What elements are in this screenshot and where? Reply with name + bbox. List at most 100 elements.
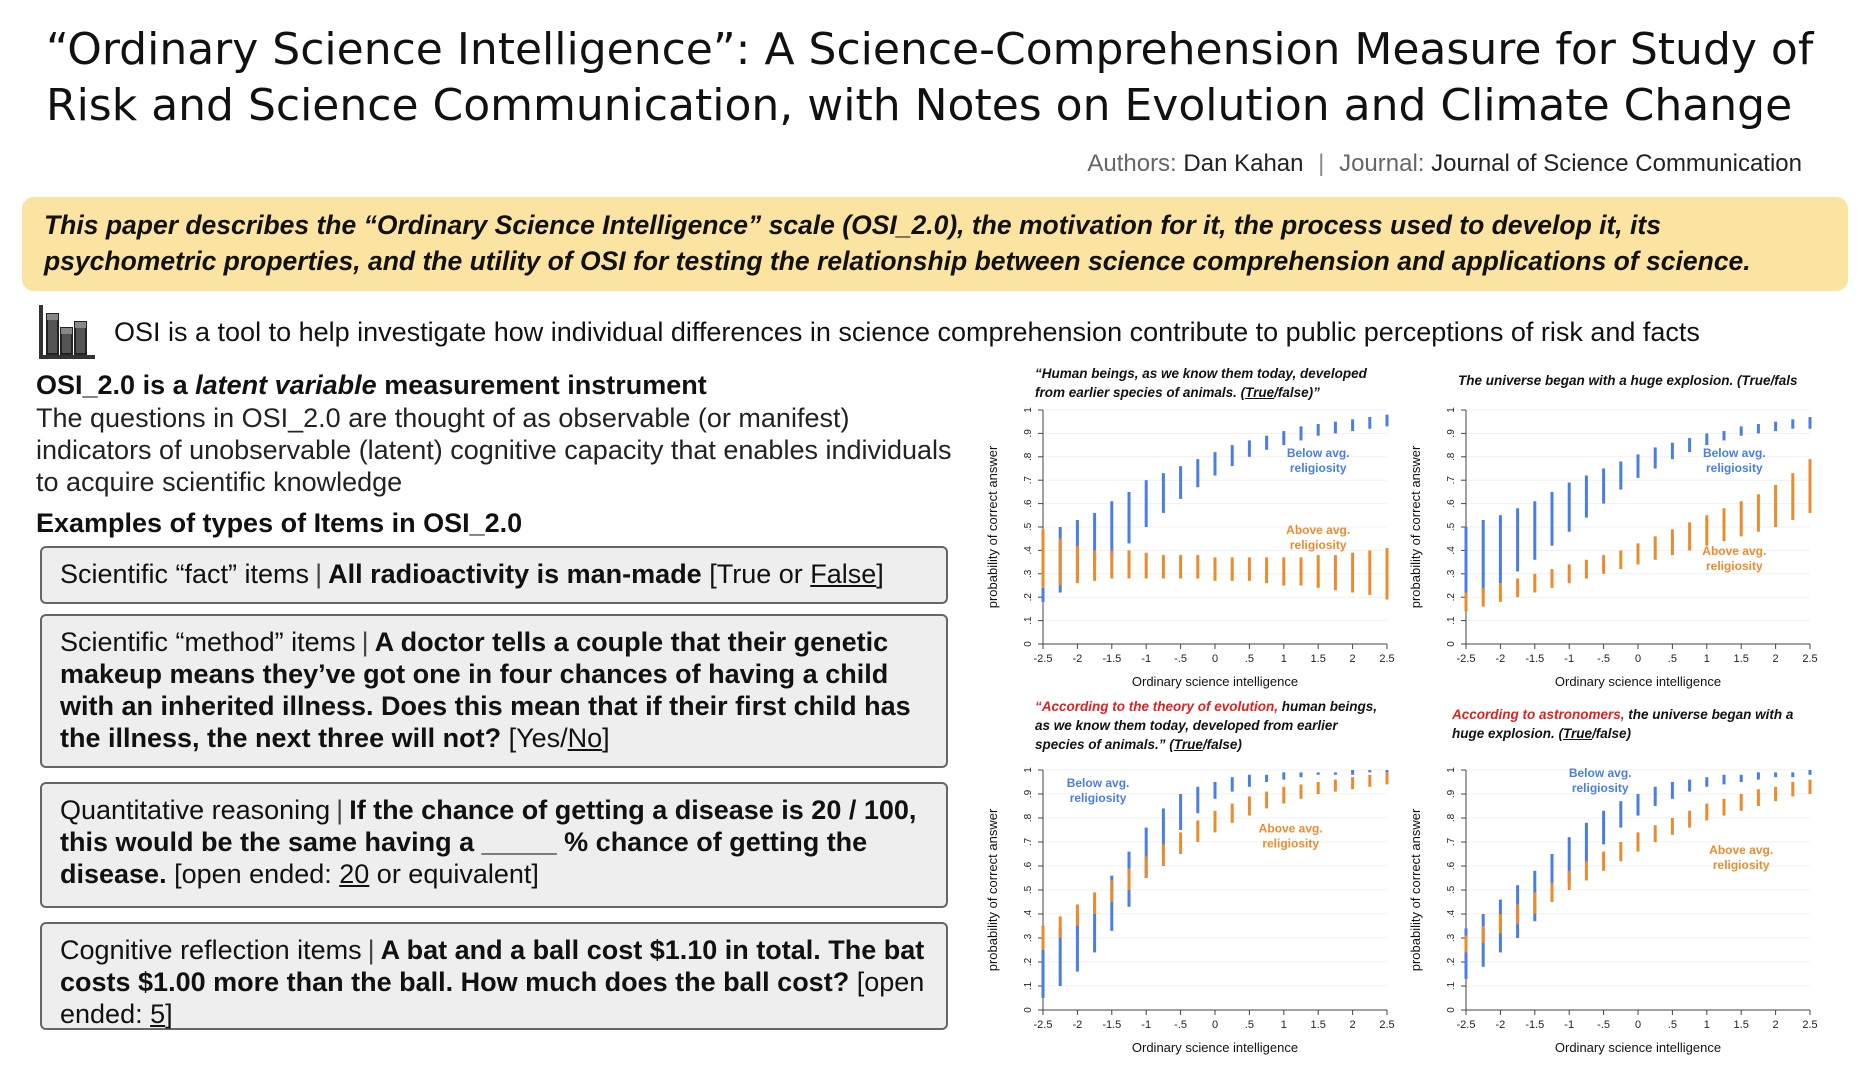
y-tick-label: 0 (1023, 641, 1034, 647)
x-tick-label: -2 (1496, 653, 1506, 665)
x-tick-label: -1.5 (1525, 1019, 1544, 1031)
x-tick-label: -2.5 (1034, 1019, 1053, 1031)
item-question: A doctor tells a couple that their genet… (60, 627, 911, 753)
y-tick-label: .5 (1446, 522, 1457, 531)
y-axis-label: probability of correct answer (985, 808, 1000, 971)
y-tick-label: .5 (1023, 522, 1034, 531)
x-tick-label: -1.5 (1102, 1019, 1121, 1031)
x-tick-label: 0 (1212, 1019, 1218, 1031)
chart-title-1: “Human beings, as we know them today, de… (1035, 366, 1367, 400)
y-tick-label: .9 (1023, 789, 1034, 798)
x-tick-label: 1 (1281, 1019, 1287, 1031)
item-box-quantitative: Quantitative reasoning | If the chance of … (40, 782, 948, 908)
x-axis-label: Ordinary science intelligence (1555, 674, 1721, 689)
journal-value: Journal of Science Communication (1431, 150, 1802, 177)
chart-bigbang-astronomers: 0 .1 .2 .3 .4 .5 .6 .7 .8 .9 1 -2.5 -2 -1.5 -1 -.5 0 .5 1 1… (1408, 766, 1818, 1055)
series-label: Above avg. (1286, 523, 1350, 537)
item-box-fact: Scientific “fact” items | All radioactivit… (40, 546, 948, 604)
x-tick-label: 1 (1704, 653, 1710, 665)
x-tick-label: 1.5 (1311, 1019, 1326, 1031)
y-tick-label: 1 (1023, 767, 1034, 773)
y-axis-label: probability of correct answer (1408, 445, 1423, 608)
x-tick-label: 1.5 (1734, 1019, 1749, 1031)
x-tick-label: -1 (1141, 1019, 1151, 1031)
x-axis-label: Ordinary science intelligence (1132, 1040, 1298, 1055)
y-tick-label: .6 (1446, 499, 1457, 508)
y-tick-label: .8 (1023, 452, 1034, 461)
y-tick-label: .5 (1023, 885, 1034, 894)
x-tick-label: 2 (1350, 653, 1356, 665)
series-label: Above avg. (1702, 544, 1766, 558)
item-box-cognitive-reflection: Cognitive reflection items | A bat and a b… (40, 922, 948, 1030)
series-label: religiosity (1713, 858, 1770, 872)
measurement-section: OSI_2.0 is a latent variable measurement… (36, 368, 956, 540)
y-tick-label: .8 (1023, 813, 1034, 822)
x-tick-label: 2 (1350, 1019, 1356, 1031)
examples-heading: Examples of types of Items in OSI_2.0 (36, 508, 523, 538)
y-tick-label: .2 (1446, 957, 1457, 966)
x-tick-label: -2 (1073, 1019, 1083, 1031)
series-label: religiosity (1572, 781, 1629, 795)
y-tick-label: .6 (1023, 861, 1034, 870)
x-tick-label: 1.5 (1311, 653, 1326, 665)
x-tick-label: .5 (1245, 1019, 1254, 1031)
x-tick-label: -2 (1073, 653, 1083, 665)
y-tick-label: .3 (1446, 933, 1457, 942)
x-tick-label: 0 (1212, 653, 1218, 665)
y-tick-label: .2 (1023, 957, 1034, 966)
section-heading: OSI_2.0 is a latent variable measurement… (36, 370, 707, 400)
x-tick-label: -.5 (1597, 1019, 1610, 1031)
series-label: religiosity (1262, 836, 1319, 850)
abstract-box: This paper describes the “Ordinary Scien… (22, 197, 1848, 291)
item-category: Cognitive reflection items (60, 935, 362, 965)
tagline-text: OSI is a tool to help investigate how in… (114, 316, 1700, 347)
chart-title-4: According to astronomers, the universe b… (1452, 707, 1794, 741)
y-tick-label: 1 (1446, 407, 1457, 413)
item-question: A bat and a ball cost $1.10 in total. Th… (60, 935, 925, 997)
y-tick-label: .5 (1446, 885, 1457, 894)
y-tick-label: .4 (1023, 909, 1034, 918)
y-tick-label: .7 (1446, 837, 1457, 846)
x-tick-label: -.5 (1174, 653, 1187, 665)
y-tick-label: .3 (1023, 569, 1034, 578)
x-tick-label: 1.5 (1734, 653, 1749, 665)
item-answer: 5 (150, 999, 166, 1029)
item-answer: No (567, 723, 603, 753)
paper-meta: Authors: Dan Kahan | Journal: Journal of… (1087, 150, 1802, 178)
paper-title: “Ordinary Science Intelligence”: A Scien… (46, 24, 1814, 131)
item-answer: 20 (339, 859, 370, 889)
journal-key: Journal: (1339, 150, 1425, 177)
y-tick-label: .8 (1446, 813, 1457, 822)
x-tick-label: 1 (1281, 653, 1287, 665)
y-tick-label: .8 (1446, 452, 1457, 461)
tagline: OSI is a tool to help investigate how in… (38, 304, 1700, 360)
chart-evolution-fact: 0 .1 .2 .3 .4 .5 .6 .7 .8 .9 1 -2.5 -2 -1.5 -1 -.5 0 .5 1 1… (985, 407, 1395, 689)
x-axis-label: Ordinary science intelligence (1555, 1040, 1721, 1055)
y-tick-label: .1 (1446, 981, 1457, 990)
y-tick-label: .7 (1446, 476, 1457, 485)
item-question: If the chance of getting a disease is 20… (60, 795, 917, 889)
series-label: religiosity (1070, 791, 1127, 805)
x-tick-label: -1 (1564, 653, 1574, 665)
x-tick-label: -1.5 (1525, 653, 1544, 665)
x-tick-label: 2.5 (1802, 653, 1817, 665)
x-tick-label: -1 (1141, 653, 1151, 665)
y-tick-label: .1 (1023, 981, 1034, 990)
series-label: Above avg. (1259, 821, 1323, 835)
y-tick-label: .4 (1446, 909, 1457, 918)
chart-title-3: “According to the theory of evolution, h… (1035, 699, 1378, 752)
series-label: religiosity (1290, 461, 1347, 475)
item-category: Scientific “fact” items (60, 559, 310, 589)
y-tick-label: 0 (1023, 1007, 1034, 1013)
y-tick-label: .4 (1023, 546, 1034, 555)
x-tick-label: 2.5 (1802, 1019, 1817, 1031)
x-tick-label: -2.5 (1457, 1019, 1476, 1031)
item-box-method: Scientific “method” items | A doctor tells… (40, 614, 948, 768)
y-tick-label: 0 (1446, 1007, 1457, 1013)
x-tick-label: -2 (1496, 1019, 1506, 1031)
y-tick-label: 0 (1446, 641, 1457, 647)
item-category: Scientific “method” items (60, 627, 356, 657)
meta-divider: | (1318, 150, 1325, 177)
item-category: Quantitative reasoning (60, 795, 331, 825)
y-tick-label: .3 (1446, 569, 1457, 578)
